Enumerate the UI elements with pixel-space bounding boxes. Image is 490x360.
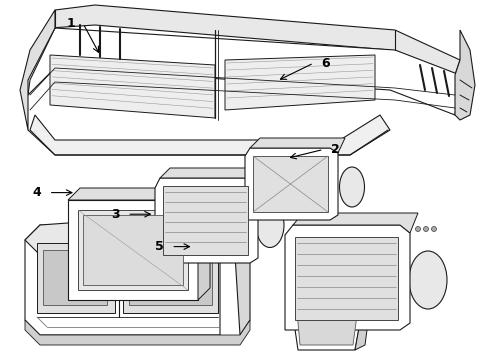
Polygon shape (68, 188, 210, 200)
Polygon shape (250, 138, 345, 153)
Text: 4: 4 (32, 186, 41, 199)
Polygon shape (455, 30, 475, 120)
Text: 6: 6 (321, 57, 330, 69)
Text: 2: 2 (331, 143, 340, 156)
Circle shape (268, 181, 272, 185)
Polygon shape (290, 295, 365, 350)
Ellipse shape (256, 202, 284, 248)
Polygon shape (296, 300, 359, 345)
Polygon shape (253, 156, 328, 212)
Polygon shape (155, 178, 258, 263)
Polygon shape (50, 55, 215, 118)
Polygon shape (78, 210, 188, 290)
Polygon shape (129, 250, 212, 305)
Polygon shape (293, 213, 418, 233)
Polygon shape (285, 225, 410, 330)
Polygon shape (28, 28, 460, 115)
Polygon shape (163, 186, 248, 255)
Polygon shape (123, 243, 218, 313)
Polygon shape (68, 200, 198, 300)
Polygon shape (160, 168, 265, 183)
Polygon shape (225, 55, 375, 110)
Polygon shape (245, 148, 338, 220)
Polygon shape (235, 210, 250, 335)
Circle shape (423, 226, 428, 231)
Polygon shape (295, 237, 398, 320)
Ellipse shape (340, 167, 365, 207)
Polygon shape (198, 188, 210, 300)
Polygon shape (25, 320, 250, 345)
Polygon shape (37, 243, 115, 313)
Circle shape (432, 226, 437, 231)
Text: 5: 5 (155, 240, 164, 253)
Polygon shape (355, 285, 373, 350)
Polygon shape (290, 285, 373, 295)
Polygon shape (25, 210, 250, 255)
Polygon shape (30, 115, 390, 155)
Polygon shape (83, 215, 183, 285)
Text: 1: 1 (67, 17, 75, 30)
Circle shape (274, 181, 278, 185)
Polygon shape (25, 225, 235, 335)
Circle shape (416, 226, 420, 231)
Polygon shape (43, 250, 107, 305)
Circle shape (262, 181, 266, 185)
Ellipse shape (409, 251, 447, 309)
Polygon shape (50, 5, 460, 75)
Text: 3: 3 (111, 208, 120, 221)
Polygon shape (20, 10, 55, 130)
